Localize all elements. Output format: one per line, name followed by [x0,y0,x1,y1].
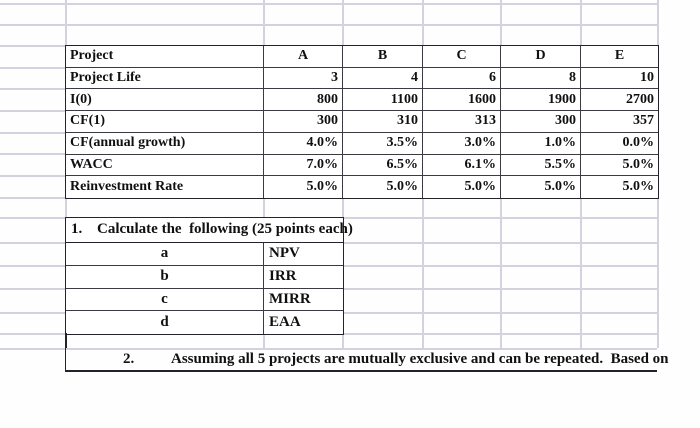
cell-value[interactable]: 313 [423,111,501,133]
gridline [0,242,65,244]
gridline [422,197,424,348]
gridline [422,0,424,45]
cell-value[interactable]: 310 [343,111,423,133]
item-metric[interactable]: MIRR [264,289,343,312]
gridline [263,333,265,348]
gridline [0,24,657,26]
cell-value[interactable]: 800 [264,89,343,112]
cell-value[interactable]: 1.0% [501,132,581,155]
gridline [0,312,65,314]
gridline [580,197,582,348]
cell-value[interactable]: 5.0% [581,155,658,177]
gridline [342,333,657,335]
gridline [0,67,65,69]
cell-value[interactable]: 3.0% [423,132,501,155]
gridline [500,0,502,45]
cell-col-header-b[interactable]: B [343,46,423,68]
gridline [263,0,265,45]
gridline [0,265,65,267]
cell-value[interactable]: 5.0% [343,176,423,198]
gridline [0,110,65,112]
gridline [0,88,65,90]
gridline [342,333,344,348]
gridline [0,175,65,177]
cell-row-label[interactable]: I(0) [66,89,264,112]
gridline [342,265,657,267]
cell-value[interactable]: 1600 [423,89,501,112]
cell-value[interactable]: 0.0% [581,133,658,155]
question-1-items-table: a NPV b IRR c MIRR d EAA [65,242,344,335]
question-1-row: 1. Calculate the following (25 points ea… [65,217,353,242]
cell-col-header-d[interactable]: D [501,46,581,68]
gridline [342,242,657,244]
question-2-prompt: Assuming all 5 projects are mutually exc… [171,351,669,367]
gridline [342,288,657,290]
cell-value[interactable]: 5.0% [264,176,343,198]
gridline [65,197,67,217]
gridline [263,197,265,217]
cell-row-label[interactable]: WACC [66,154,264,177]
item-letter[interactable]: a [66,243,264,266]
cell-value[interactable]: 6.1% [423,154,501,177]
question-2-number: 2. [123,351,135,367]
cell-value[interactable]: 5.0% [622,179,655,195]
cell-value[interactable]: 3 [264,67,343,90]
cell-row-label[interactable]: CF(1) [66,111,264,133]
gridline [65,0,67,45]
item-letter[interactable]: c [66,288,264,312]
cell-value[interactable]: 4.0% [264,132,343,155]
cell-value[interactable]: 8 [501,67,581,90]
gridline [0,45,65,47]
cell-value[interactable]: 4 [343,67,423,90]
cell-value[interactable]: 1100 [343,89,423,112]
gridline [342,0,344,45]
border-connector [65,333,67,348]
gridline [0,132,65,134]
cell-value[interactable]: 1900 [501,89,581,112]
cell-value[interactable]: 10 [581,68,658,90]
cell-value[interactable]: 3.5% [343,132,423,155]
question-1-number: 1. [71,221,83,237]
gridline [0,197,65,199]
gridline [657,197,659,348]
cell-corner-label[interactable]: Project [66,46,264,68]
gridline [0,3,657,5]
gridline [657,0,659,45]
cell-col-header-a[interactable]: A [264,46,343,68]
cell-value[interactable]: 5.5% [501,154,581,177]
cell-value[interactable]: 300 [264,111,343,133]
cell-value[interactable]: 5.0% [501,176,581,198]
gridline [0,288,65,290]
cell-value[interactable]: 300 [501,111,581,133]
gridline [580,0,582,45]
item-metric[interactable]: EAA [269,314,301,331]
cell-value[interactable]: 2700 [581,89,658,112]
cell-value[interactable]: 6.5% [343,154,423,177]
cell-col-header-c[interactable]: C [423,46,501,68]
gridline [0,348,657,350]
project-table: Project A B C D E Project Life 3 4 6 8 1… [65,45,659,199]
item-letter[interactable]: b [66,265,264,289]
item-metric[interactable]: IRR [264,266,343,289]
cell-row-label[interactable]: CF(annual growth) [66,132,264,155]
cell-value[interactable]: 6 [423,67,501,90]
gridline [0,333,65,335]
gridline [342,312,657,314]
gridline [0,153,65,155]
item-metric[interactable]: NPV [264,243,343,266]
cell-row-label[interactable]: Project Life [66,67,264,90]
cell-value[interactable]: 357 [581,111,658,133]
question-1-prompt: Calculate the following (25 points each) [97,221,353,237]
cell-value[interactable]: 7.0% [264,154,343,177]
gridline [342,197,344,217]
item-letter[interactable]: d [66,311,264,334]
cell-col-header-e[interactable]: E [581,46,658,68]
gridline [500,197,502,348]
question-2-row: 2. Assuming all 5 projects are mutually … [65,348,669,372]
cell-row-label[interactable]: Reinvestment Rate [66,176,264,198]
cell-value[interactable]: 5.0% [423,176,501,198]
